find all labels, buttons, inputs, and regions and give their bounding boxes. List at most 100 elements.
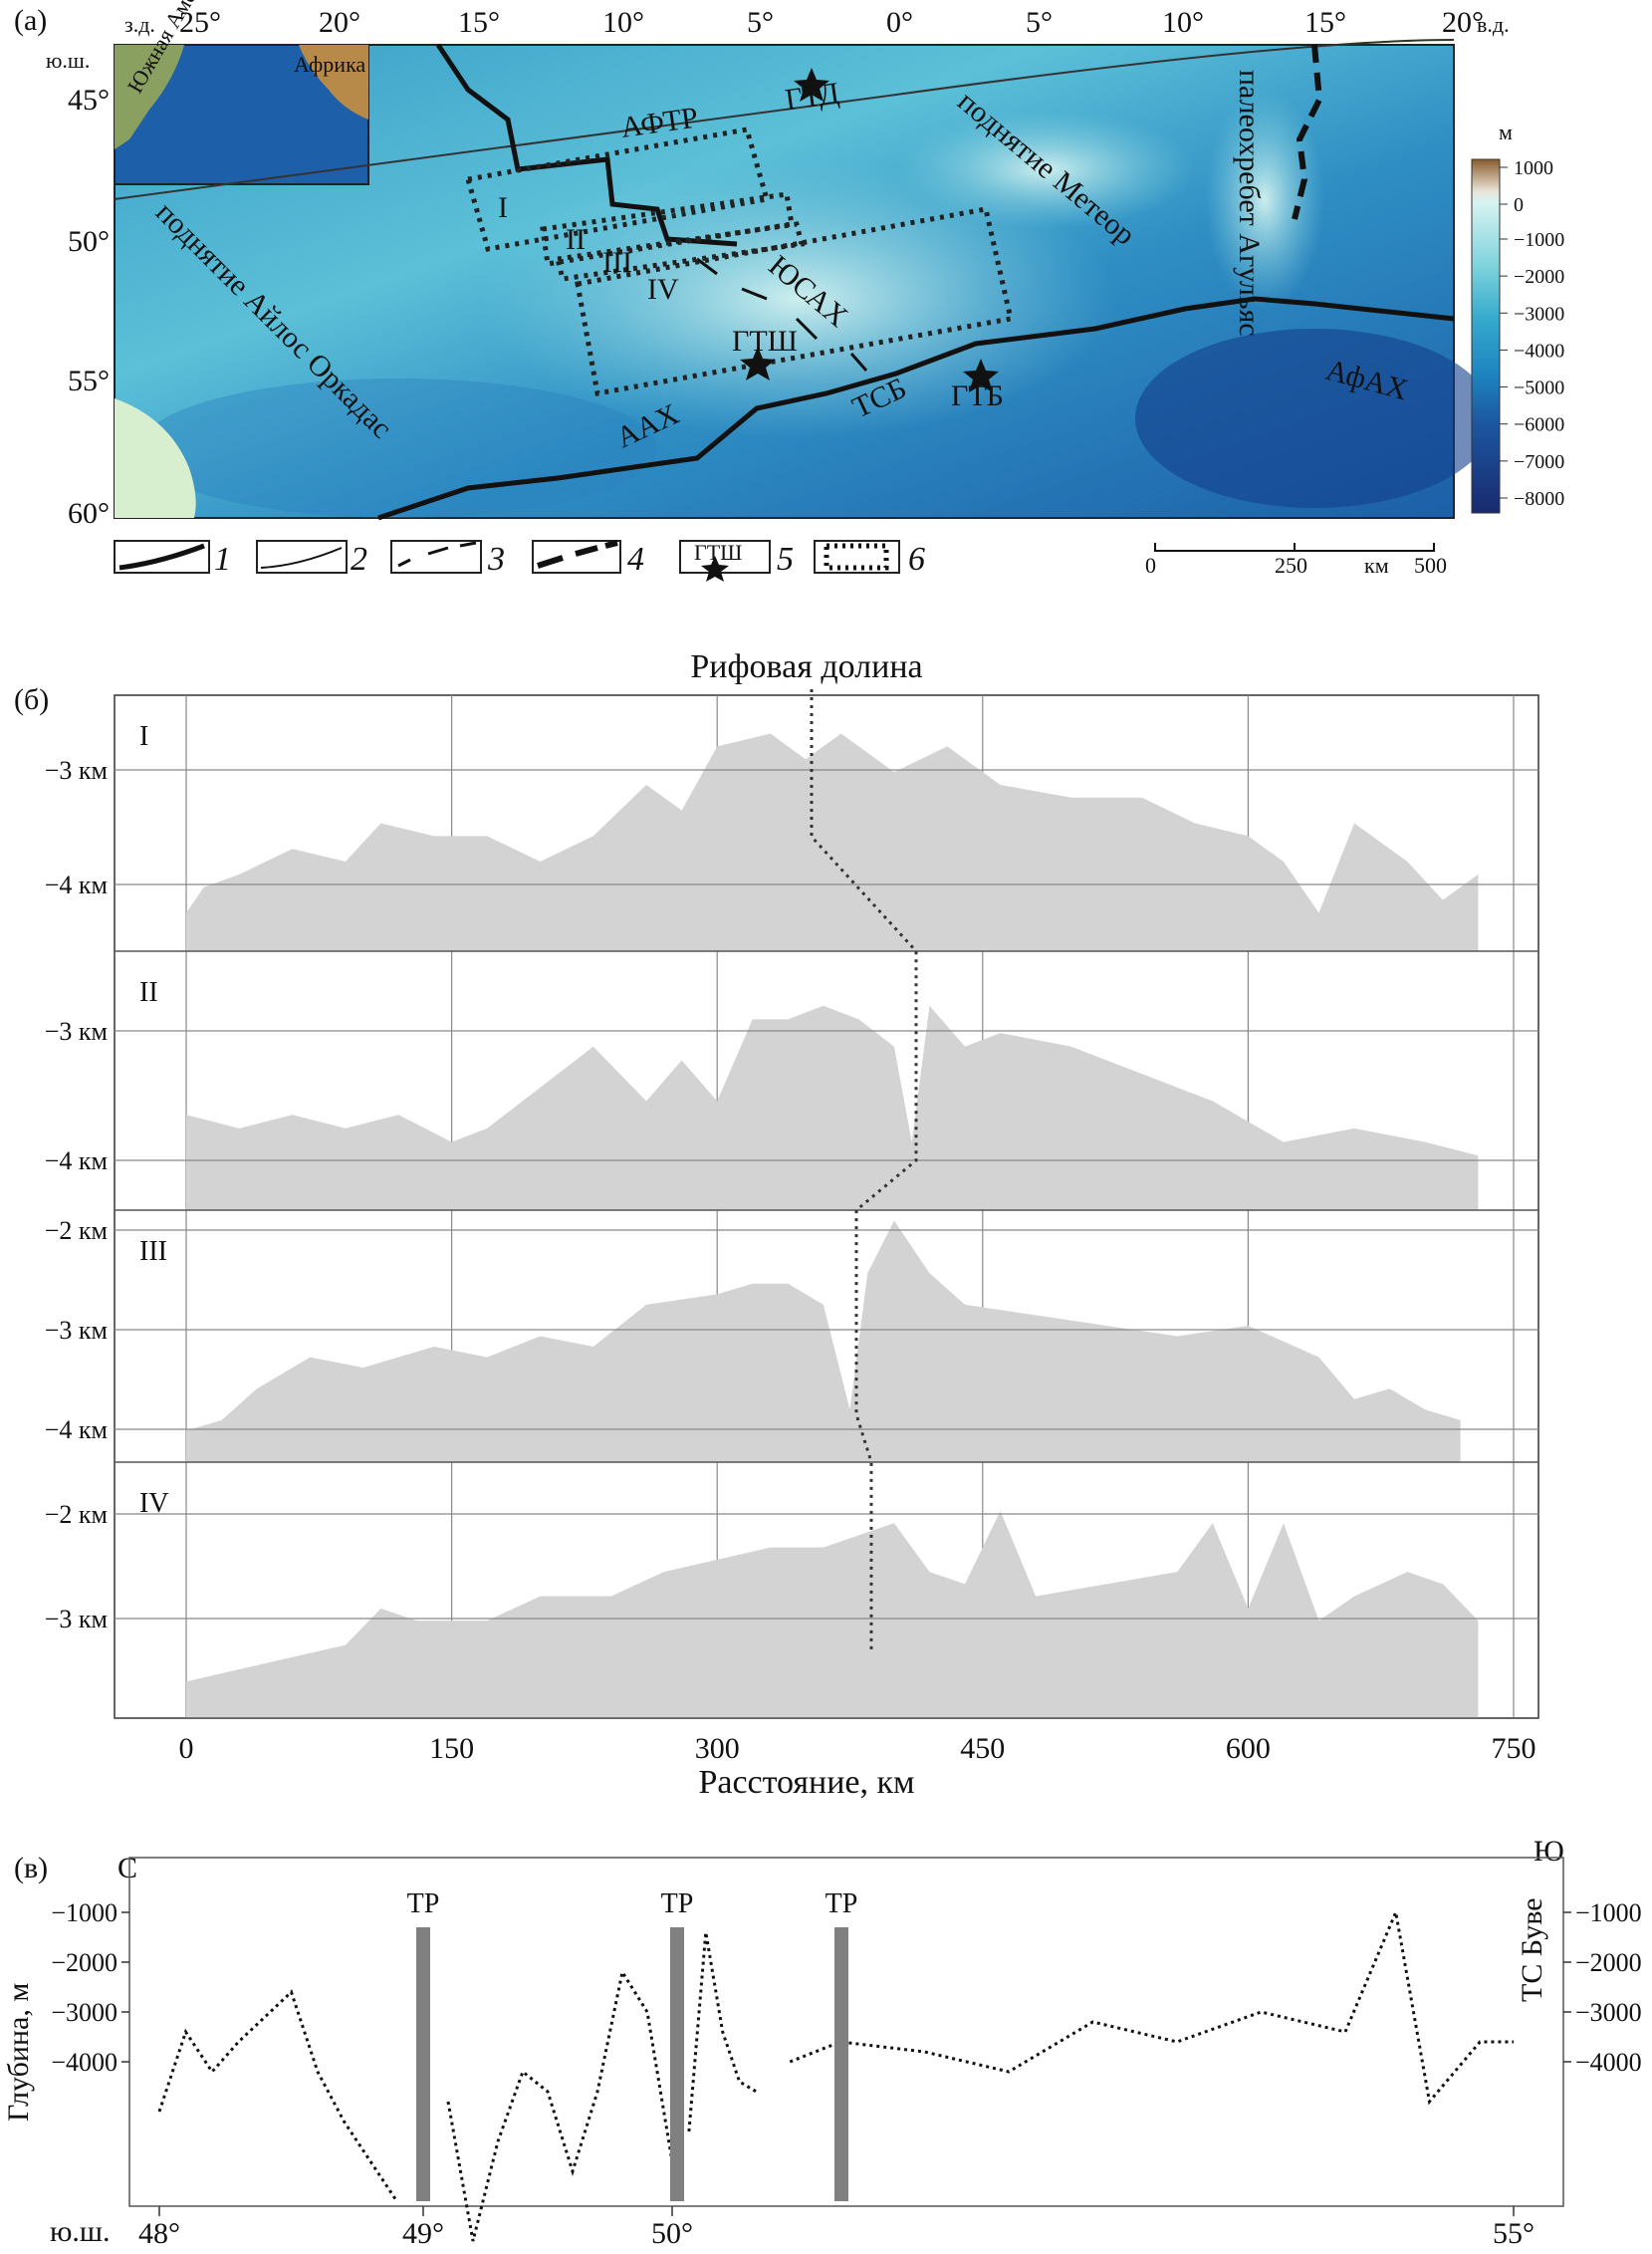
- ridge-axis-north: [435, 43, 738, 247]
- depth-y-tick-left: −3000: [51, 1998, 118, 2027]
- lon-label-20e: 20°: [1442, 6, 1484, 39]
- colorbar-unit: м: [1499, 120, 1513, 144]
- colorbar-tick-label: −7000: [1514, 451, 1564, 473]
- profile-x-tick: 600: [1226, 1732, 1271, 1765]
- bathymetry-map: Южная Америка Африка АФТР ГТД поднятие М…: [114, 0, 1494, 521]
- meteor-shade: [896, 110, 1195, 229]
- label-gtsh: ГТШ: [732, 325, 798, 358]
- lat-label-55: 55°: [68, 365, 110, 397]
- label-box-4: IV: [647, 273, 679, 306]
- colorbar: м 1000 0 −1000 −2000 −3000 −4000 −5000 −6000 −70…: [1471, 120, 1564, 514]
- inset-africa: [299, 45, 368, 120]
- depth-profile-chart: −1000 −2000 −3000 −4000 −1000 −2000 −3000 −4000…: [51, 1857, 1642, 2250]
- colorbar-tick-label: −8000: [1514, 488, 1564, 510]
- lon-label-0: 0°: [886, 6, 913, 39]
- scale-bar: 0 250 км 500: [1145, 543, 1447, 578]
- depth-x-tick: 50°: [651, 2217, 693, 2250]
- depth-y-tick-right: −2000: [1575, 1948, 1642, 1977]
- tr-bar: [834, 1927, 848, 2201]
- legend-star-label: ГТШ: [694, 540, 742, 565]
- tr-label: ТР: [661, 1888, 694, 1919]
- profile-y-tick: −3 км: [45, 756, 108, 785]
- panel-c-north: С: [118, 1852, 137, 1884]
- profile-y-tick: −4 км: [45, 1146, 108, 1175]
- lat-label-45: 45°: [68, 84, 110, 117]
- legend-symbol-1: [118, 543, 205, 571]
- panel-c-label: (в): [14, 1852, 48, 1884]
- lon-labels: з.д. 25° 20° 15° 10° 5° 0° 5° 10° 15° 20…: [124, 6, 1510, 39]
- legend-symbol-3: [397, 541, 477, 568]
- ridge-axis-south: [377, 296, 1455, 521]
- depth-y-tick-right: −1000: [1575, 1898, 1642, 1927]
- depth-frame: [128, 1857, 1564, 2207]
- colorbar-tick-label: −6000: [1514, 414, 1564, 436]
- profile-area-II: [186, 1005, 1479, 1210]
- plateau-shade: [478, 159, 1115, 438]
- colorbar-scale: [1471, 158, 1501, 514]
- depth-x-tick: 48°: [138, 2217, 180, 2250]
- colorbar-tick-label: 0: [1514, 194, 1524, 216]
- profile-x-tick: 450: [960, 1732, 1005, 1765]
- legend-box-5: [679, 540, 771, 574]
- legend-label-1: 1: [214, 541, 231, 578]
- profiles-chart: −3 км −4 км I −3 км −4 км II −2 км −3 км −4 км II…: [45, 689, 1539, 1765]
- land-patch: [115, 398, 196, 518]
- legend-label-5: 5: [777, 541, 794, 578]
- depth-y-tick-left: −2000: [51, 1948, 118, 1977]
- thin-fault-line: [114, 39, 1455, 200]
- colorbar-tick-label: −3000: [1514, 303, 1564, 325]
- depth-y-tick-left: −1000: [51, 1898, 118, 1927]
- study-box-3: [554, 221, 806, 282]
- label-agulyas: палеохребет Агульяс: [1233, 70, 1266, 337]
- label-box-1: I: [498, 191, 508, 224]
- colorbar-tick-label: 1000: [1514, 157, 1553, 179]
- agulyas-shade: [1205, 90, 1324, 309]
- tr-bar: [670, 1927, 684, 2201]
- lat-label-60: 60°: [68, 497, 110, 530]
- scale-tick-250: 250: [1275, 553, 1307, 578]
- profile-y-tick: −4 км: [45, 1415, 108, 1444]
- lon-label-5w: 5°: [747, 6, 774, 39]
- star-gtsh: [740, 347, 776, 380]
- profile-roman-label: III: [139, 1236, 167, 1267]
- profile-y-tick: −2 км: [45, 1500, 108, 1529]
- colorbar-tick-label: −4000: [1514, 340, 1564, 362]
- lat-label-ush: ю.ш.: [46, 48, 90, 73]
- legend-symbol-2: [260, 547, 343, 569]
- panel-c-lat-prefix: ю.ш.: [50, 2215, 111, 2248]
- depth-y-tick-right: −4000: [1575, 2048, 1642, 2077]
- lon-label-20w: 20°: [319, 6, 360, 39]
- label-gtb: ГТБ: [951, 379, 1004, 412]
- colorbar-tick-label: −1000: [1514, 229, 1564, 251]
- profile-x-tick: 750: [1492, 1732, 1536, 1765]
- depth-profile-segment: [687, 1931, 758, 2132]
- panel-c-south: Ю: [1534, 1835, 1564, 1868]
- scale-bar-line: [1154, 543, 1435, 552]
- lon-label-10e: 10°: [1162, 6, 1204, 39]
- label-box-2: II: [566, 223, 586, 256]
- depth-profile-segment: [789, 1906, 1514, 2106]
- profile-x-tick: 300: [695, 1732, 740, 1765]
- study-boxes: [464, 126, 1015, 396]
- profile-y-tick: −2 км: [45, 1216, 108, 1245]
- lon-label-wd: з.д.: [124, 12, 155, 37]
- profile-y-tick: −4 км: [45, 871, 108, 899]
- lon-label-15e: 15°: [1304, 6, 1346, 39]
- panel-c-ylabel-left: Глубина, м: [2, 1983, 35, 2122]
- colorbar-ticks: 1000 0 −1000 −2000 −3000 −4000 −5000 −6000 −7000…: [1500, 157, 1564, 510]
- legend-star-icon: [701, 556, 729, 582]
- panel-a-label: (а): [14, 4, 47, 37]
- lon-label-25w: 25°: [179, 6, 221, 39]
- panel-b-label: (б): [14, 683, 49, 716]
- lon-label-10w: 10°: [602, 6, 644, 39]
- deep-basin: [1135, 329, 1494, 508]
- colorbar-tick-label: −5000: [1514, 377, 1564, 399]
- scale-tick-0: 0: [1145, 553, 1156, 578]
- star-gtb: [963, 359, 999, 392]
- inset-south-america: [115, 45, 184, 149]
- tr-label: ТР: [826, 1888, 858, 1919]
- legend-symbol-4: [537, 540, 618, 569]
- profile-x-tick: 0: [179, 1732, 194, 1765]
- panel-b-title: Рифовая долина: [690, 648, 922, 685]
- inset-label-africa: Африка: [294, 52, 365, 77]
